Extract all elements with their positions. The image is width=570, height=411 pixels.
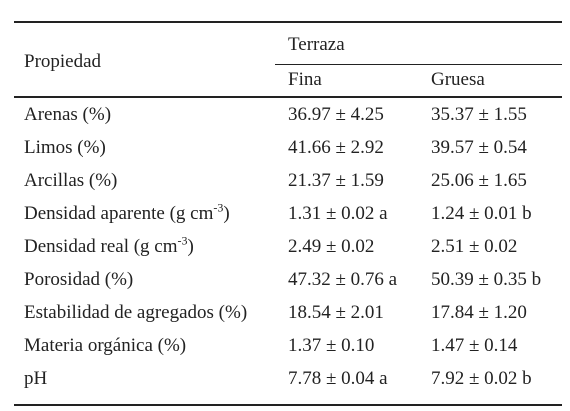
row-fina-value: 1.37 ± 0.10 bbox=[288, 335, 375, 356]
table-row: Estabilidad de agregados (%) 18.54 ± 2.01… bbox=[0, 298, 570, 328]
row-gruesa-value: 25.06 ± 1.65 bbox=[431, 170, 527, 191]
row-gruesa-value: 1.47 ± 0.14 bbox=[431, 335, 518, 356]
row-property-label: Densidad real (g cm-3) bbox=[24, 233, 194, 257]
row-fina-value: 47.32 ± 0.76 a bbox=[288, 269, 398, 290]
header-property: Propiedad bbox=[24, 51, 102, 72]
row-fina-value: 1.31 ± 0.02 a bbox=[288, 203, 388, 224]
row-fina-value: 36.97 ± 4.25 bbox=[288, 104, 384, 125]
row-fina-value: 7.78 ± 0.04 a bbox=[288, 368, 388, 389]
row-property-label: Limos (%) bbox=[24, 137, 106, 158]
table-row: Densidad real (g cm-3) 2.49 ± 0.02 2.51 ± … bbox=[0, 232, 570, 262]
row-gruesa-value: 35.37 ± 1.55 bbox=[431, 104, 527, 125]
table-row: Arcillas (%) 21.37 ± 1.59 25.06 ± 1.65 bbox=[0, 166, 570, 196]
header-terraza: Terraza bbox=[288, 34, 345, 55]
row-property-label: pH bbox=[24, 368, 48, 389]
row-gruesa-value: 50.39 ± 0.35 b bbox=[431, 269, 542, 290]
row-gruesa-value: 1.24 ± 0.01 b bbox=[431, 203, 532, 224]
table-row: pH 7.78 ± 0.04 a 7.92 ± 0.02 b bbox=[0, 364, 570, 394]
header-group-rule bbox=[275, 64, 562, 65]
table-row: Limos (%) 41.66 ± 2.92 39.57 ± 0.54 bbox=[0, 133, 570, 163]
row-fina-value: 41.66 ± 2.92 bbox=[288, 137, 384, 158]
row-gruesa-value: 17.84 ± 1.20 bbox=[431, 302, 527, 323]
table-row: Densidad aparente (g cm-3) 1.31 ± 0.02 a 1… bbox=[0, 199, 570, 229]
row-gruesa-value: 2.51 ± 0.02 bbox=[431, 236, 518, 257]
table-row: Porosidad (%) 47.32 ± 0.76 a 50.39 ± 0.35 … bbox=[0, 265, 570, 295]
row-gruesa-value: 39.57 ± 0.54 bbox=[431, 137, 527, 158]
row-property-label: Estabilidad de agregados (%) bbox=[24, 302, 248, 323]
row-property-label: Arcillas (%) bbox=[24, 170, 118, 191]
row-fina-value: 2.49 ± 0.02 bbox=[288, 236, 375, 257]
row-property-label: Densidad aparente (g cm-3) bbox=[24, 200, 230, 224]
row-property-label: Materia orgánica (%) bbox=[24, 335, 187, 356]
header-bottom-rule bbox=[14, 96, 562, 98]
table-row: Arenas (%) 36.97 ± 4.25 35.37 ± 1.55 bbox=[0, 100, 570, 130]
header-fina: Fina bbox=[288, 69, 322, 90]
row-gruesa-value: 7.92 ± 0.02 b bbox=[431, 368, 532, 389]
header-gruesa: Gruesa bbox=[431, 69, 485, 90]
table-row: Materia orgánica (%) 1.37 ± 0.10 1.47 ± 0.… bbox=[0, 331, 570, 361]
table-bottom-rule bbox=[14, 404, 562, 406]
row-property-label: Arenas (%) bbox=[24, 104, 112, 125]
row-fina-value: 18.54 ± 2.01 bbox=[288, 302, 384, 323]
table-top-rule bbox=[14, 21, 562, 23]
row-property-label: Porosidad (%) bbox=[24, 269, 134, 290]
row-fina-value: 21.37 ± 1.59 bbox=[288, 170, 384, 191]
